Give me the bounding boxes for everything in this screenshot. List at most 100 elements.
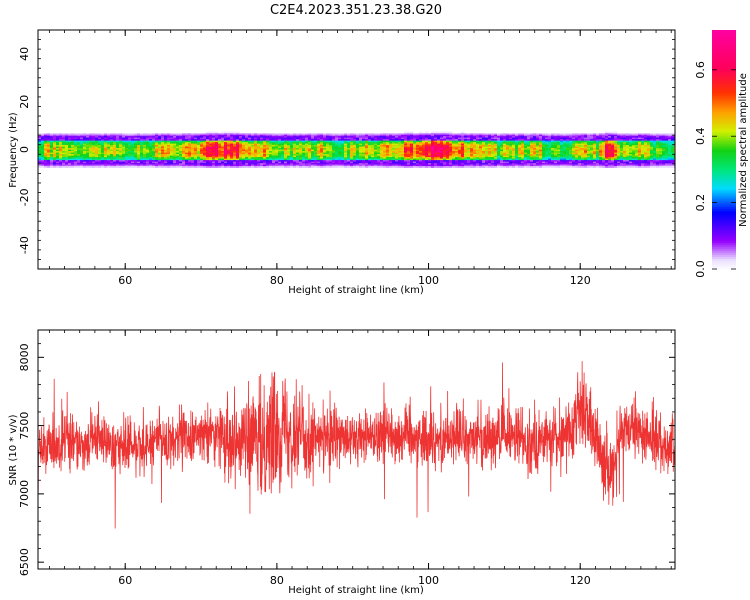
heatmap-cell [122, 149, 126, 152]
heatmap-cell [584, 160, 588, 162]
heatmap-cell [542, 136, 546, 138]
heatmap-cell [116, 136, 120, 138]
heatmap-cell [239, 134, 243, 137]
heatmap-cell [182, 146, 186, 149]
heatmap-cell [290, 163, 294, 165]
heatmap-cell [152, 161, 156, 164]
heatmap-cell [575, 151, 579, 153]
heatmap-cell [527, 164, 531, 167]
heatmap-cell [374, 133, 378, 135]
heatmap-cell [404, 164, 408, 167]
heatmap-cell [593, 136, 597, 138]
heatmap-cell [239, 140, 243, 143]
heatmap-cell [182, 140, 186, 143]
heatmap-cell [614, 152, 618, 155]
heatmap-cell [530, 133, 534, 135]
heatmap-cell [425, 145, 429, 147]
heatmap-cell [299, 166, 303, 168]
heatmap-cell [242, 136, 246, 138]
heatmap-cell [347, 164, 351, 167]
heatmap-cell [257, 161, 261, 164]
heatmap-cell [113, 163, 117, 165]
heatmap-cell [545, 164, 549, 167]
heatmap-cell [179, 160, 183, 162]
heatmap-cell [116, 139, 120, 141]
heatmap-cell [308, 152, 312, 155]
heatmap-cell [545, 154, 549, 156]
heatmap-cell [623, 136, 627, 138]
heatmap-cell [206, 142, 210, 144]
heatmap-cell [473, 134, 477, 137]
heatmap-cell [332, 148, 336, 150]
heatmap-cell [95, 155, 99, 158]
heatmap-cell [239, 143, 243, 146]
heatmap-cell [416, 133, 420, 135]
heatmap-cell [650, 148, 654, 150]
heatmap-cell [296, 139, 300, 141]
heatmap-cell [323, 158, 327, 161]
heatmap-cell [434, 166, 438, 168]
heatmap-cell [431, 139, 435, 141]
heatmap-cell [41, 143, 45, 146]
heatmap-cell [146, 137, 150, 140]
heatmap-cell [542, 137, 546, 140]
heatmap-cell [281, 143, 285, 146]
heatmap-cell [164, 163, 168, 165]
heatmap-cell [554, 137, 558, 140]
heatmap-cell [413, 151, 417, 153]
heatmap-cell [251, 155, 255, 158]
heatmap-cell [311, 155, 315, 158]
heatmap-cell [665, 164, 669, 167]
heatmap-cell [464, 145, 468, 147]
heatmap-cell [473, 136, 477, 138]
heatmap-cell [299, 143, 303, 146]
heatmap-cell [242, 137, 246, 140]
heatmap-cell [338, 134, 342, 137]
heatmap-cell [347, 154, 351, 156]
heatmap-cell [182, 142, 186, 144]
heatmap-cell [617, 133, 621, 135]
heatmap-cell [386, 142, 390, 144]
heatmap-cell [449, 146, 453, 149]
heatmap-cell [404, 142, 408, 144]
heatmap-cell [512, 166, 516, 168]
heatmap-cell [443, 142, 447, 144]
heatmap-cell [494, 160, 498, 162]
heatmap-cell [209, 131, 213, 134]
heatmap-cell [476, 139, 480, 141]
heatmap-cell [461, 133, 465, 135]
heatmap-cell [668, 145, 672, 147]
heatmap-cell [170, 137, 174, 140]
heatmap-cell [149, 164, 153, 167]
heatmap-cell [155, 164, 159, 167]
heatmap-cell [131, 166, 135, 168]
heatmap-cell [140, 145, 144, 147]
heatmap-cell [611, 140, 615, 143]
heatmap-cell [488, 142, 492, 144]
heatmap-cell [377, 134, 381, 137]
heatmap-cell [188, 163, 192, 165]
heatmap-cell [260, 139, 264, 141]
heatmap-cell [128, 158, 132, 161]
heatmap-cell [632, 164, 636, 167]
heatmap-cell [353, 158, 357, 161]
heatmap-cell [386, 154, 390, 156]
heatmap-cell [287, 166, 291, 168]
heatmap-cell [347, 155, 351, 158]
heatmap-cell [629, 152, 633, 155]
heatmap-cell [143, 155, 147, 158]
heatmap-cell [527, 140, 531, 143]
heatmap-cell [173, 148, 177, 150]
heatmap-cell [431, 142, 435, 144]
heatmap-cell [611, 143, 615, 146]
heatmap-cell [65, 133, 69, 135]
heatmap-cell [140, 166, 144, 168]
heatmap-cell [587, 146, 591, 149]
heatmap-cell [188, 161, 192, 164]
heatmap-cell [383, 143, 387, 146]
heatmap-cell [239, 155, 243, 158]
heatmap-cell [347, 134, 351, 137]
heatmap-cell [56, 158, 60, 161]
heatmap-cell [212, 149, 216, 152]
heatmap-cell [365, 137, 369, 140]
